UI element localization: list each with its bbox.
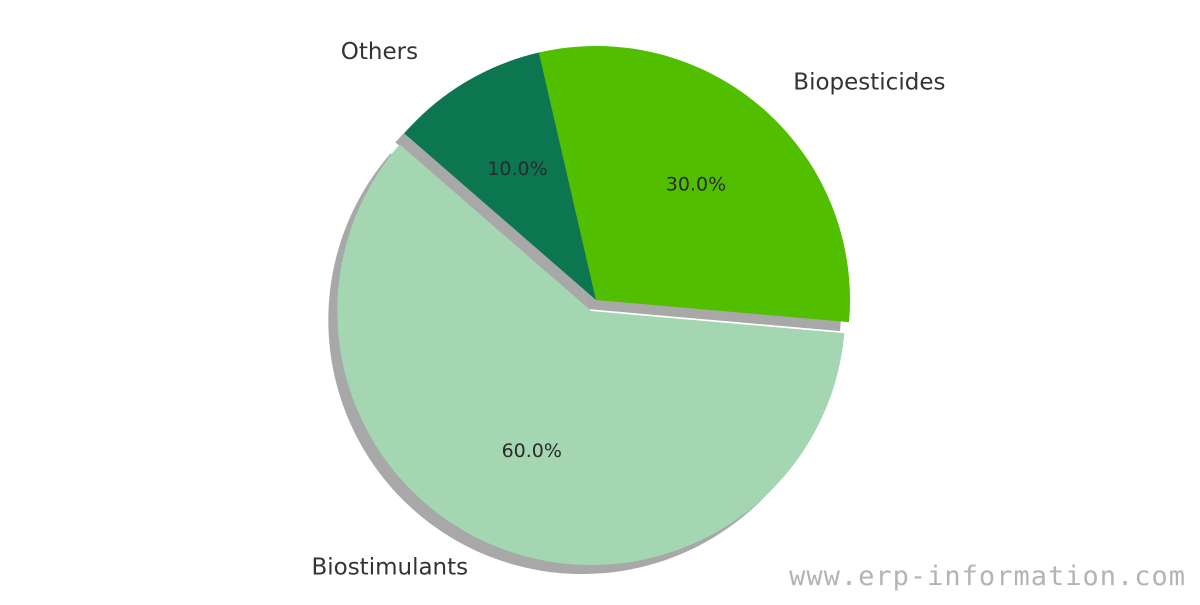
pie-slice-others [404, 52, 596, 300]
slice-percent-biopesticides: 30.0% [666, 173, 726, 195]
label-layer: Biopesticides 30.0% Others 10.0% Biostimulan… [311, 39, 945, 581]
slice-label-others: Others [341, 39, 418, 65]
pie-slice-biostimulants [337, 144, 845, 566]
slice-label-biostimulants: Biostimulants [311, 555, 468, 581]
slice-layer [337, 45, 850, 566]
slice-percent-others: 10.0% [487, 158, 547, 180]
slice-percent-biostimulants: 60.0% [502, 440, 562, 462]
watermark-text: www.erp-information.com [789, 561, 1186, 592]
pie-slice-biopesticides [538, 45, 850, 323]
slice-label-biopesticides: Biopesticides [793, 70, 945, 96]
